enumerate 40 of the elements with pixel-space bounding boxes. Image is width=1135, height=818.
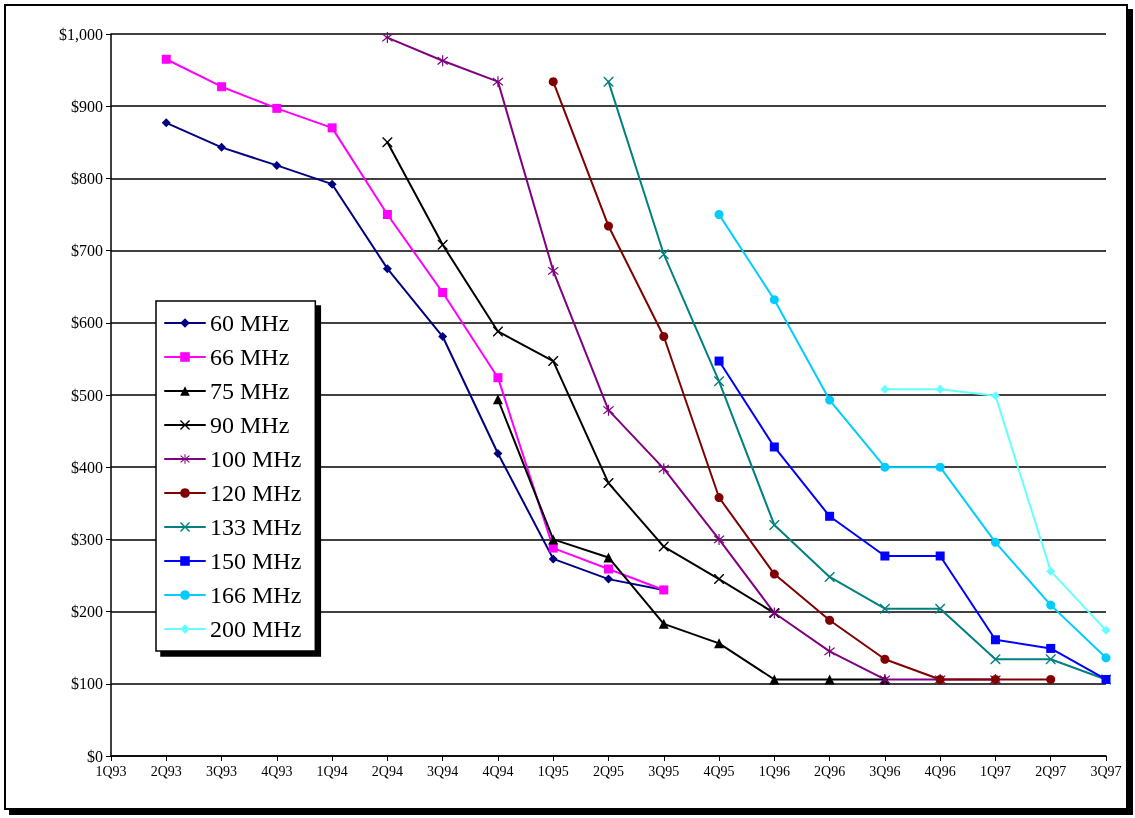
legend-label: 150 MHz [210, 548, 302, 574]
x-tick-label: 4Q94 [482, 763, 514, 779]
y-tick-label: $1,000 [59, 25, 103, 43]
legend-label: 166 MHz [210, 582, 302, 608]
y-tick-label: $200 [71, 603, 103, 621]
x-tick-label: 3Q97 [1090, 763, 1122, 779]
x-tick-label: 2Q94 [371, 763, 403, 779]
x-tick-label: 1Q96 [758, 763, 790, 779]
y-tick-label: $700 [71, 242, 103, 260]
y-tick-label: $600 [71, 314, 103, 332]
y-tick-label: $500 [71, 386, 103, 404]
x-tick-label: 3Q96 [869, 763, 901, 779]
y-tick-label: $100 [71, 675, 103, 693]
y-tick-label: $900 [71, 97, 103, 115]
x-tick-label: 3Q94 [427, 763, 459, 779]
legend-label: 200 MHz [210, 616, 302, 642]
x-tick-label: 4Q93 [261, 763, 293, 779]
y-tick-label: $300 [71, 530, 103, 548]
x-tick-label: 2Q97 [1035, 763, 1067, 779]
legend-label: 90 MHz [210, 412, 290, 438]
y-tick-label: $800 [71, 169, 103, 187]
x-tick-label: 3Q95 [648, 763, 680, 779]
y-tick-label: $0 [87, 747, 103, 765]
x-tick-label: 1Q93 [95, 763, 127, 779]
x-tick-label: 4Q96 [924, 763, 956, 779]
x-tick-label: 1Q95 [537, 763, 569, 779]
y-tick-label: $400 [71, 458, 103, 476]
legend-label: 75 MHz [210, 378, 290, 404]
x-tick-label: 4Q95 [703, 763, 735, 779]
x-tick-label: 2Q95 [592, 763, 625, 779]
legend-label: 120 MHz [210, 480, 302, 506]
x-tick-label: 2Q96 [814, 763, 846, 779]
x-tick-label: 3Q93 [205, 763, 238, 779]
x-tick-label: 1Q97 [979, 763, 1012, 779]
x-tick-label: 1Q94 [316, 763, 348, 779]
legend-label: 133 MHz [210, 514, 302, 540]
x-tick-label: 2Q93 [150, 763, 182, 779]
legend-label: 60 MHz [210, 310, 290, 336]
legend-label: 100 MHz [210, 446, 302, 472]
legend-label: 66 MHz [210, 344, 290, 370]
